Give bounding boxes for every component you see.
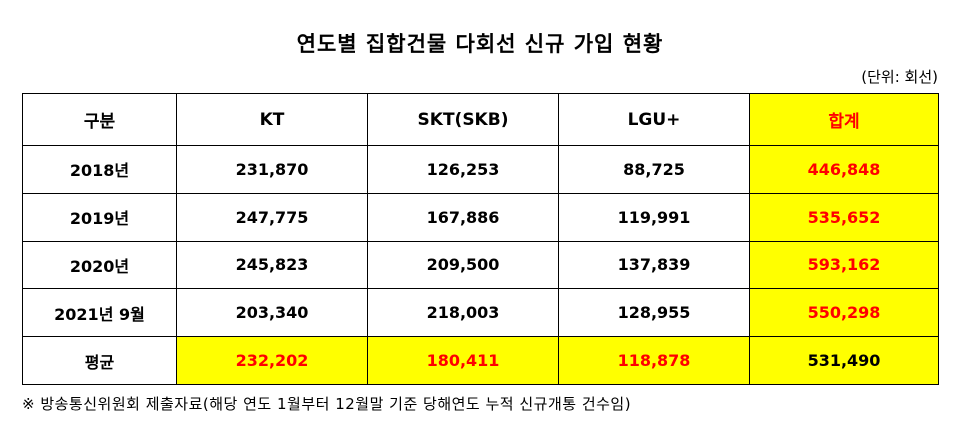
table-row: 2021년 9월 203,340 218,003 128,955 550,298 (22, 288, 939, 338)
row-label: 평균 (22, 336, 177, 385)
header-kt: KT (176, 93, 368, 146)
cell-total: 550,298 (749, 288, 939, 338)
row-label: 2018년 (22, 145, 177, 194)
cell-kt: 203,340 (176, 288, 368, 338)
header-lgu: LGU+ (558, 93, 750, 146)
cell-skt: 209,500 (367, 240, 559, 290)
cell-kt: 231,870 (176, 145, 368, 194)
row-label: 2021년 9월 (22, 288, 177, 338)
table-row: 2018년 231,870 126,253 88,725 446,848 (22, 145, 939, 194)
subscription-table: 구분 KT SKT(SKB) LGU+ 합계 2018년 231,870 126… (22, 93, 939, 385)
cell-lgu: 88,725 (558, 145, 750, 194)
header-total: 합계 (749, 93, 939, 146)
cell-total: 593,162 (749, 240, 939, 290)
row-label: 2020년 (22, 240, 177, 290)
cell-lgu: 128,955 (558, 288, 750, 338)
page-title: 연도별 집합건물 다회선 신규 가입 현황 (296, 32, 664, 56)
cell-skt: 167,886 (367, 192, 559, 242)
table-header-row: 구분 KT SKT(SKB) LGU+ 합계 (22, 93, 939, 146)
table-row: 2020년 245,823 209,500 137,839 593,162 (22, 240, 939, 290)
cell-skt: 218,003 (367, 288, 559, 338)
cell-kt: 245,823 (176, 240, 368, 290)
header-skt: SKT(SKB) (367, 93, 559, 146)
header-category: 구분 (22, 93, 177, 146)
cell-skt: 126,253 (367, 145, 559, 194)
cell-lgu: 137,839 (558, 240, 750, 290)
cell-total: 446,848 (749, 145, 939, 194)
row-label: 2019년 (22, 192, 177, 242)
cell-lgu: 118,878 (558, 336, 750, 385)
cell-total: 531,490 (749, 336, 939, 385)
cell-skt: 180,411 (367, 336, 559, 385)
table-row: 2019년 247,775 167,886 119,991 535,652 (22, 192, 939, 242)
table-row-average: 평균 232,202 180,411 118,878 531,490 (22, 336, 939, 385)
cell-kt: 232,202 (176, 336, 368, 385)
footnote: ※ 방송통신위원회 제출자료(해당 연도 1월부터 12월말 기준 당해연도 누… (22, 395, 632, 413)
cell-total: 535,652 (749, 192, 939, 242)
cell-lgu: 119,991 (558, 192, 750, 242)
cell-kt: 247,775 (176, 192, 368, 242)
unit-label: (단위: 회선) (861, 68, 938, 86)
